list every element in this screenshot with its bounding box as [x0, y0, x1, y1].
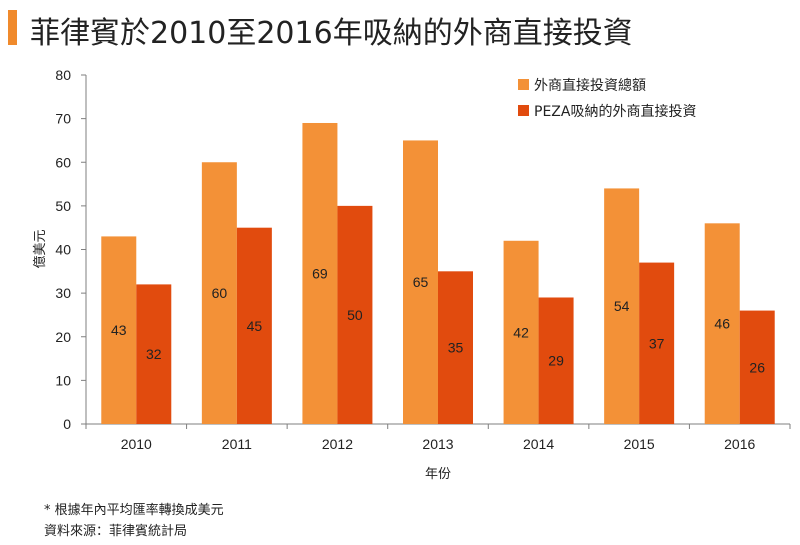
y-tick-label: 30 — [55, 285, 71, 301]
x-tick-label: 2015 — [624, 436, 655, 452]
bar-peza — [438, 271, 473, 424]
y-axis-title: 億美元 — [32, 229, 48, 268]
bar-value-label: 65 — [413, 274, 429, 290]
legend-swatch — [518, 105, 529, 116]
bar-peza — [739, 310, 775, 424]
bar-value-label: 29 — [548, 353, 564, 369]
bar-value-label: 60 — [212, 285, 228, 301]
y-tick-label: 10 — [55, 372, 71, 388]
legend-label: PEZA吸納的外商直接投資 — [534, 103, 696, 120]
bar-peza — [639, 262, 675, 424]
bar-total — [201, 162, 237, 424]
y-tick-label: 0 — [63, 416, 71, 432]
y-tick-label: 80 — [55, 67, 71, 83]
bar-total — [302, 122, 338, 425]
y-tick-label: 60 — [55, 154, 71, 170]
bar-total — [503, 240, 539, 424]
bar-peza — [236, 227, 272, 424]
bar-peza — [538, 297, 574, 424]
y-tick-label: 70 — [55, 111, 71, 127]
bar-total — [101, 236, 137, 424]
bar-value-label: 54 — [614, 298, 630, 314]
x-tick-label: 2016 — [724, 436, 755, 452]
x-tick-label: 2012 — [322, 436, 353, 452]
bar-value-label: 46 — [714, 316, 730, 332]
legend-swatch — [518, 79, 529, 90]
bar-value-label: 26 — [749, 359, 765, 375]
bar-value-label: 37 — [649, 335, 665, 351]
page-title: 菲律賓於2010至2016年吸納的外商直接投資 — [30, 16, 633, 51]
y-tick-label: 40 — [55, 242, 71, 258]
y-tick-label: 50 — [55, 198, 71, 214]
x-tick-label: 2014 — [523, 436, 554, 452]
bar-value-label: 43 — [111, 322, 127, 338]
bar-peza — [337, 205, 373, 424]
x-axis-title: 年份 — [425, 467, 451, 482]
bar-total — [604, 188, 640, 424]
y-tick-label: 20 — [55, 329, 71, 345]
bar-value-label: 42 — [513, 324, 529, 340]
bar-peza — [136, 284, 172, 424]
source-note: 資料來源：菲律賓統計局 — [44, 524, 188, 539]
bar-value-label: 45 — [247, 318, 263, 334]
x-tick-label: 2013 — [422, 436, 453, 452]
title-accent-bar — [8, 10, 17, 45]
x-tick-label: 2011 — [222, 436, 252, 452]
bar-total — [403, 140, 438, 424]
bar-value-label: 32 — [146, 346, 162, 362]
bar-value-label: 69 — [312, 265, 328, 281]
bar-total — [704, 223, 740, 424]
bar-value-label: 35 — [448, 340, 464, 356]
footnote: * 根據年內平均匯率轉換成美元 — [44, 503, 224, 518]
x-tick-label: 2010 — [121, 436, 152, 452]
bar-value-label: 50 — [347, 307, 363, 323]
legend-label: 外商直接投資總額 — [534, 77, 646, 94]
